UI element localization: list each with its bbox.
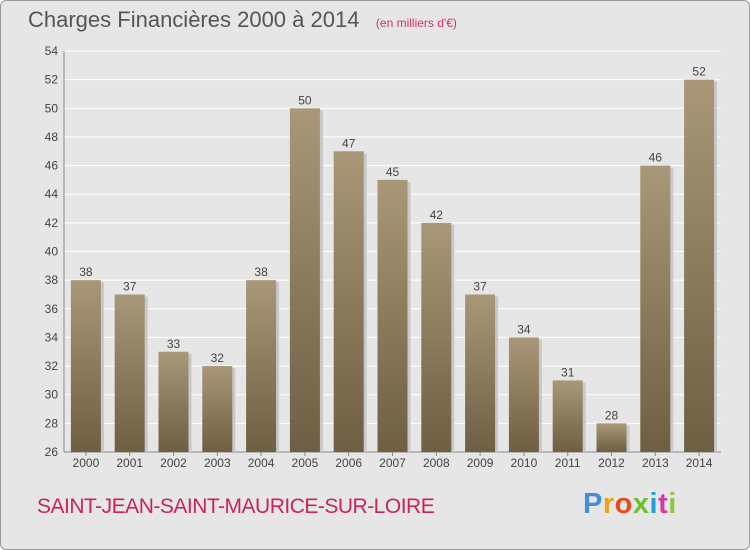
chart-subtitle: (en milliers d'€) — [375, 16, 457, 30]
x-tick-label: 2011 — [555, 456, 581, 470]
bar-2013 — [640, 165, 671, 453]
x-tick-label: 2008 — [423, 456, 450, 470]
bars — [70, 79, 718, 453]
data-label: 46 — [649, 151, 663, 165]
x-tick-label: 2001 — [116, 456, 143, 470]
data-label: 37 — [473, 279, 487, 293]
logo-letter: t — [658, 488, 669, 520]
y-tick-label: 38 — [45, 273, 59, 287]
bar-2011 — [552, 380, 583, 452]
logo-letter: i — [668, 488, 677, 520]
bar-2007 — [377, 179, 408, 452]
proxiti-logo[interactable]: Proxiti — [583, 488, 677, 521]
x-tick-label: 2000 — [73, 456, 100, 470]
y-tick-label: 26 — [45, 445, 59, 459]
x-tick-label: 2007 — [379, 456, 406, 470]
bar-2003 — [202, 366, 233, 452]
x-tick-label: 2013 — [642, 456, 669, 470]
x-tick-label: 2003 — [204, 456, 231, 470]
bar-2004 — [246, 280, 277, 452]
data-label: 32 — [211, 351, 225, 365]
tick-labels: 26 28 30 32 34 36 38 40 42 44 46 48 50 52 54 2000 2001 20… — [45, 44, 713, 470]
x-tick-label: 2012 — [598, 456, 625, 470]
bar-2001 — [114, 294, 145, 452]
y-tick-label: 42 — [45, 216, 59, 230]
bar-2010 — [508, 337, 539, 452]
x-tick-label: 2006 — [335, 456, 362, 470]
bar-2000 — [70, 280, 101, 452]
y-tick-label: 46 — [45, 159, 59, 173]
chart-header: Charges Financières 2000 à 2014 (en mill… — [28, 7, 457, 33]
x-tick-label: 2009 — [467, 456, 494, 470]
data-label: 28 — [605, 408, 619, 422]
data-label: 34 — [517, 322, 531, 336]
bar-2008 — [421, 222, 452, 452]
data-label: 33 — [167, 337, 181, 351]
logo-letter: x — [632, 488, 650, 520]
y-tick-label: 28 — [45, 416, 59, 430]
bar-2002 — [158, 351, 189, 452]
data-label: 42 — [430, 208, 444, 222]
x-tick-label: 2010 — [511, 456, 538, 470]
y-tick-label: 44 — [45, 187, 59, 201]
x-tick-label: 2005 — [292, 456, 319, 470]
bar-2005 — [289, 108, 320, 453]
data-label: 31 — [561, 365, 575, 379]
y-tick-label: 48 — [45, 130, 59, 144]
y-tick-label: 54 — [45, 44, 59, 58]
bar-2006 — [333, 151, 364, 452]
logo-letter: i — [649, 488, 659, 520]
y-tick-label: 52 — [45, 73, 59, 87]
y-tick-label: 40 — [45, 245, 59, 259]
data-label: 47 — [342, 136, 356, 150]
commune-name: SAINT-JEAN-SAINT-MAURICE-SUR-LOIRE — [37, 495, 435, 518]
x-tick-label: 2004 — [248, 456, 275, 470]
data-label: 37 — [123, 279, 137, 293]
y-tick-label: 32 — [45, 359, 59, 373]
y-tick-label: 36 — [45, 302, 59, 316]
logo-letter: P — [583, 488, 603, 520]
bar-2012 — [596, 423, 627, 452]
data-label: 38 — [79, 265, 93, 279]
data-labels: 38 37 33 32 38 50 47 45 42 37 34 31 28 46 52 — [79, 65, 706, 423]
x-tick-label: 2002 — [160, 456, 187, 470]
data-label: 45 — [386, 165, 400, 179]
y-tick-label: 50 — [45, 101, 59, 115]
logo-letter: o — [614, 488, 633, 520]
chart-title: Charges Financières 2000 à 2014 — [28, 7, 360, 32]
data-label: 38 — [254, 265, 268, 279]
bar-2009 — [465, 294, 496, 452]
logo-letter: r — [602, 488, 615, 520]
y-tick-label: 30 — [45, 388, 59, 402]
data-label: 50 — [298, 93, 312, 107]
bar-2014 — [684, 79, 715, 453]
x-tick-label: 2014 — [686, 456, 713, 470]
y-tick-label: 34 — [45, 330, 59, 344]
data-label: 52 — [692, 65, 706, 79]
